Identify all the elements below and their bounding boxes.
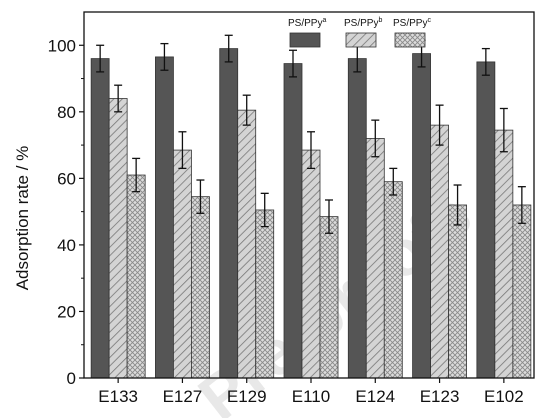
x-tick-label: E124	[355, 387, 395, 406]
bar-e110-series-a	[283, 63, 303, 379]
bars-group	[90, 48, 532, 379]
bar-e133-series-b	[108, 98, 128, 379]
x-tick-label: E123	[420, 387, 460, 406]
bar-e133-series-c	[126, 174, 146, 379]
y-tick-label: 0	[67, 369, 76, 388]
legend-swatch	[289, 32, 321, 48]
bar-e127-series-c	[191, 196, 210, 379]
bar-e124-series-b	[365, 138, 385, 379]
legend-swatch	[345, 32, 377, 48]
legend-label: PS/PPya	[288, 17, 326, 29]
bar-e102-series-a	[476, 61, 496, 379]
y-axis-title: Adsorption rate / %	[13, 146, 32, 291]
x-tick-label: E133	[98, 387, 138, 406]
bar-e102-series-b	[494, 129, 514, 379]
axes-group: E133 E127 E129 E110 E124 E123 E102 0 20 40 60 80 100	[48, 11, 535, 406]
bar-e127-series-a	[155, 56, 174, 379]
bar-e124-series-c	[383, 181, 403, 379]
x-tick-label: E127	[163, 387, 203, 406]
error-bars-group	[96, 34, 526, 234]
y-tick-label: 60	[57, 169, 76, 188]
bar-e102-series-c	[512, 204, 532, 379]
bar-e123-series-a	[412, 53, 431, 379]
bar-e133-series-a	[90, 58, 110, 379]
bar-e129-series-a	[219, 48, 239, 379]
plot-frame	[83, 11, 535, 379]
x-tick-label: E102	[484, 387, 524, 406]
y-tick-label: 40	[57, 236, 76, 255]
bar-e127-series-b	[173, 149, 192, 379]
x-tick-label: E110	[292, 387, 330, 406]
y-tick-label: 100	[48, 36, 76, 55]
bar-e123-series-c	[448, 204, 467, 379]
bar-e123-series-b	[430, 124, 449, 379]
legend-label: PS/PPyc	[393, 17, 431, 29]
legend: PS/PPya PS/PPyb PS/PPyc	[288, 17, 431, 48]
bar-e110-series-c	[319, 216, 339, 379]
bar-e110-series-b	[301, 149, 321, 379]
bar-e129-series-b	[237, 109, 257, 379]
bar-e124-series-a	[347, 58, 367, 379]
x-tick-label: E129	[227, 387, 267, 406]
y-tick-label: 20	[57, 302, 76, 321]
legend-swatch	[394, 32, 426, 48]
y-tick-label: 80	[57, 103, 76, 122]
bar-e129-series-c	[255, 209, 275, 379]
legend-label: PS/PPyb	[344, 17, 382, 29]
